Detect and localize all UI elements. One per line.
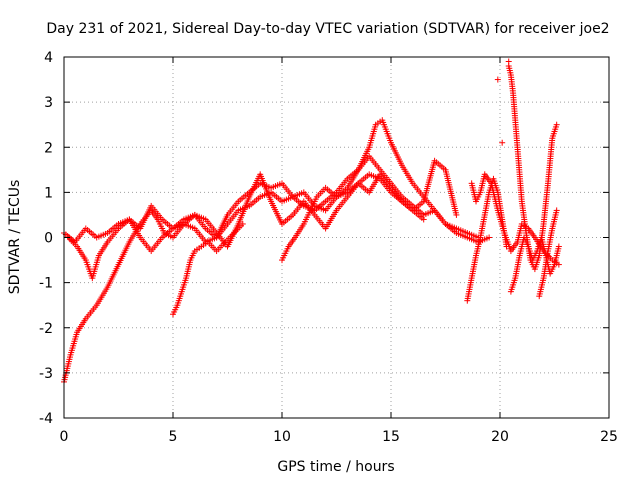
x-tick-label: 25: [600, 429, 618, 445]
y-tick-label: 2: [44, 140, 53, 156]
y-axis-label: SDTVAR / TECUs: [7, 180, 23, 295]
data-point: [553, 121, 560, 128]
data-marks: [61, 58, 562, 385]
y-tick-label: 4: [44, 50, 53, 66]
y-tick-label: 3: [44, 95, 53, 111]
x-tick-label: 5: [169, 429, 178, 445]
data-point: [494, 76, 501, 83]
chart-title: Day 231 of 2021, Sidereal Day-to-day VTE…: [46, 21, 609, 37]
y-tick-label: -2: [39, 321, 53, 337]
data-point: [553, 207, 560, 214]
data-point: [486, 234, 493, 241]
y-tick-label: 0: [44, 231, 53, 247]
x-tick-label: 0: [60, 429, 69, 445]
y-tick-label: -1: [39, 276, 53, 292]
data-point: [239, 220, 246, 227]
x-tick-label: 20: [491, 429, 509, 445]
x-axis-label: GPS time / hours: [277, 459, 394, 475]
data-point: [499, 139, 506, 146]
data-point: [420, 216, 427, 223]
y-tick-label: -4: [39, 411, 53, 427]
data-point: [453, 211, 460, 218]
data-point: [555, 243, 562, 250]
x-tick-label: 10: [273, 429, 291, 445]
y-tick-label: -3: [39, 366, 53, 382]
data-point: [505, 58, 512, 65]
axis-ticks: 0 5 10 15 20 25 -4 -3 -2 -1 0 1 2 3 4: [39, 50, 618, 445]
x-tick-label: 15: [382, 429, 400, 445]
y-tick-label: 1: [44, 185, 53, 201]
